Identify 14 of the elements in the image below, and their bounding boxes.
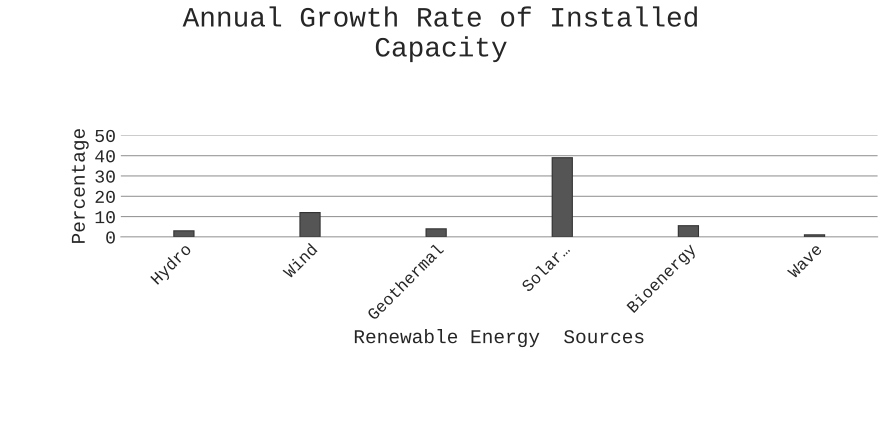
chart-title: Annual Growth Rate of Installed Capacity — [182, 6, 697, 62]
x-axis-title: Renewable Energy Sources — [354, 329, 644, 348]
bar — [173, 230, 195, 237]
y-tick-label: 40 — [95, 150, 115, 162]
bar — [299, 212, 321, 237]
bar — [552, 157, 573, 237]
y-axis-title: Percentage — [72, 129, 89, 243]
y-tick-label: 20 — [96, 190, 115, 203]
bar — [678, 225, 700, 237]
y-tick-label: 50 — [95, 130, 115, 142]
y-tick-label: 10 — [96, 211, 115, 224]
y-tick-label: 0 — [106, 231, 115, 244]
y-tick-label: 30 — [95, 170, 115, 183]
bar — [426, 228, 447, 237]
